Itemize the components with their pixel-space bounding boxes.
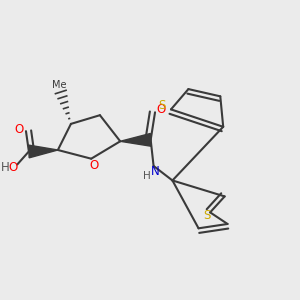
Text: H: H (143, 171, 151, 181)
Text: S: S (204, 209, 211, 222)
Text: H: H (1, 161, 9, 174)
Text: O: O (156, 103, 166, 116)
Text: O: O (89, 160, 99, 172)
Text: S: S (159, 98, 166, 112)
Text: Me: Me (52, 80, 67, 90)
Text: O: O (14, 123, 23, 136)
Text: O: O (8, 161, 17, 174)
Polygon shape (28, 145, 58, 158)
Text: N: N (151, 165, 159, 178)
Polygon shape (120, 134, 151, 146)
